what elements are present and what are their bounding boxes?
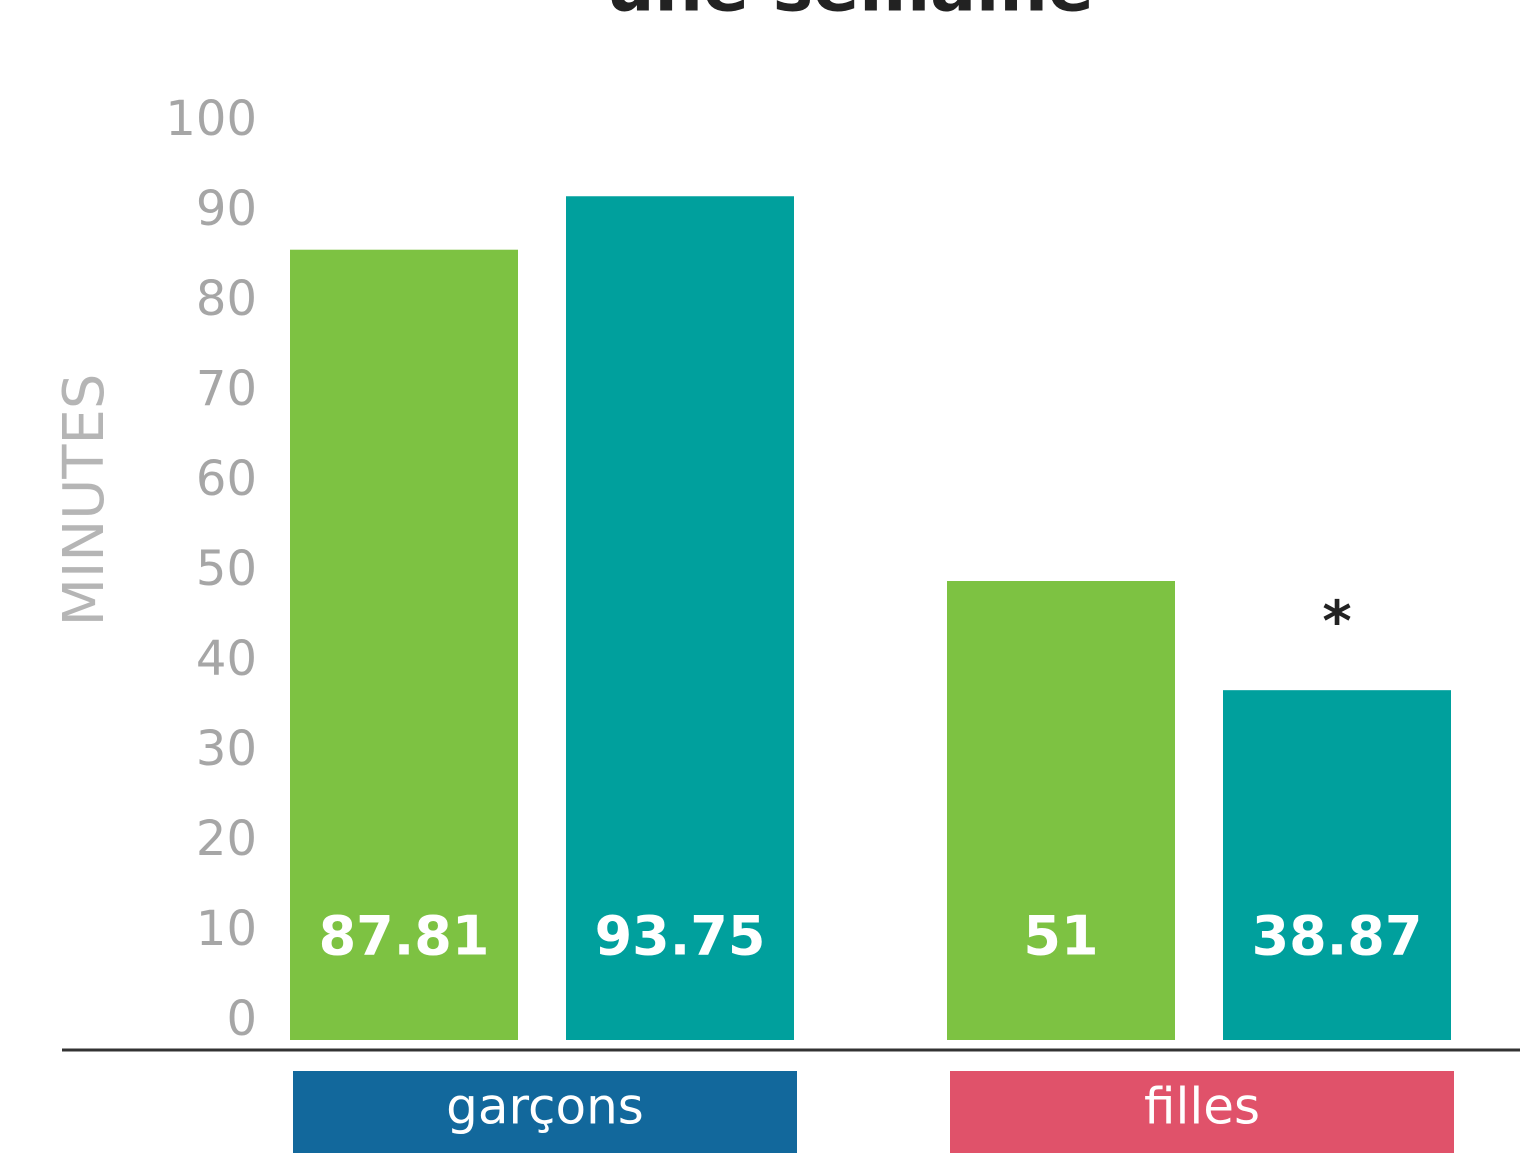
y-tick-label: 80 <box>196 271 257 327</box>
y-tick-label: 30 <box>196 721 257 777</box>
bar <box>947 581 1175 1040</box>
bar <box>290 249 518 1040</box>
category-box <box>293 1071 797 1153</box>
y-tick-label: 20 <box>196 811 257 867</box>
y-tick-label: 90 <box>196 181 257 237</box>
y-axis-label: MINUTES <box>52 374 117 627</box>
x-tick-label: garçons <box>446 1078 644 1136</box>
value-label: 51 <box>1023 905 1098 968</box>
value-label: 93.75 <box>595 905 766 968</box>
bar <box>566 196 794 1040</box>
annotation: * <box>1322 589 1351 654</box>
bar <box>1223 690 1451 1040</box>
value-label: 38.87 <box>1252 905 1423 968</box>
y-tick-label: 70 <box>196 361 257 417</box>
y-tick-label: 10 <box>196 901 257 957</box>
y-tick-label: 100 <box>165 91 257 147</box>
y-tick-label: 50 <box>196 541 257 597</box>
y-tick-label: 60 <box>196 451 257 507</box>
chart-title: une semaine <box>606 0 1094 28</box>
category-box <box>950 1071 1454 1153</box>
y-tick-label: 0 <box>226 991 257 1047</box>
x-tick-label: filles <box>1144 1078 1260 1136</box>
y-tick-label: 40 <box>196 631 257 687</box>
value-label: 87.81 <box>319 905 490 968</box>
